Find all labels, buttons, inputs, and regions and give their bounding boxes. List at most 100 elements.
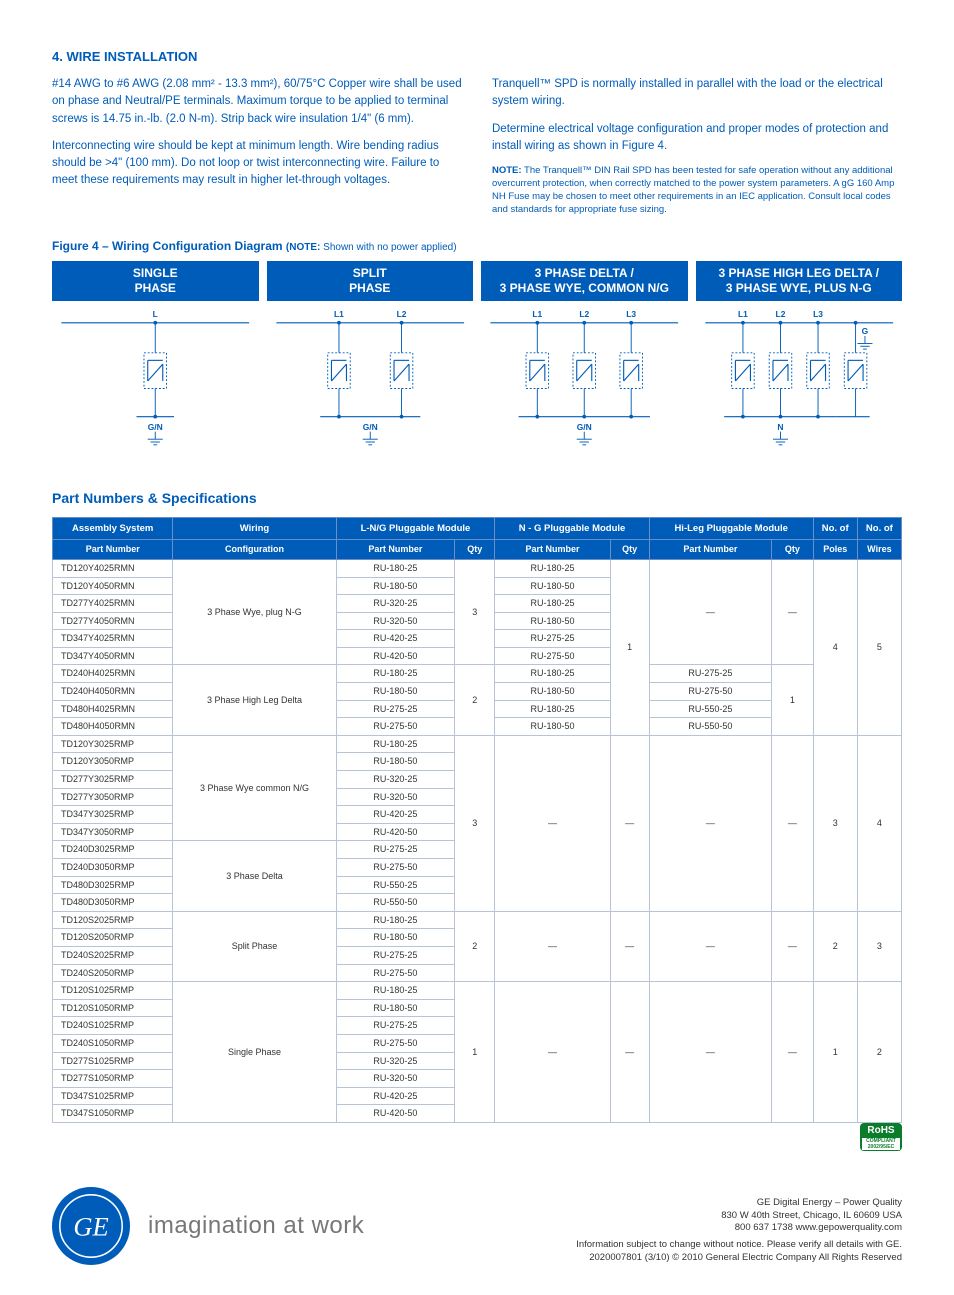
sub-hi-qty: Qty (772, 540, 814, 560)
svg-text:L2: L2 (579, 310, 589, 320)
lng-pn: RU-275-50 (336, 1034, 455, 1052)
asm-pn: TD277Y3025RMP (53, 771, 173, 789)
lng-pn: RU-275-25 (336, 946, 455, 964)
ng-pn: RU-275-50 (495, 647, 610, 665)
hi-pn: — (649, 559, 771, 665)
asm-pn: TD277S1025RMP (53, 1052, 173, 1070)
diagram: SPLITPHASEL1 L2 G/N (267, 261, 474, 461)
wiring-diagrams: SINGLEPHASEL G/N SPLITPHASEL1 L2 G/N 3 P… (52, 261, 902, 461)
figure-note-label: (NOTE: (286, 242, 320, 253)
diagram-title: SINGLEPHASE (52, 261, 259, 301)
hi-pn: RU-550-50 (649, 718, 771, 736)
asm-pn: TD240S2025RMP (53, 946, 173, 964)
diagram: SINGLEPHASEL G/N (52, 261, 259, 461)
sub-config: Configuration (173, 540, 336, 560)
ng-qty: 1 (610, 559, 649, 735)
sub-hi-pn: Part Number (649, 540, 771, 560)
wires: 2 (857, 982, 901, 1123)
lng-pn: RU-420-25 (336, 630, 455, 648)
lng-pn: RU-420-50 (336, 647, 455, 665)
lng-qty: 1 (455, 982, 495, 1123)
asm-pn: TD277S1050RMP (53, 1070, 173, 1088)
asm-pn: TD120Y3050RMP (53, 753, 173, 771)
figure-caption-main: Figure 4 – Wiring Configuration Diagram (52, 239, 283, 253)
table-row: TD240H4025RMN3 Phase High Leg DeltaRU-18… (53, 665, 902, 683)
para-left-2: Interconnecting wire should be kept at m… (52, 138, 462, 190)
ng-pn: RU-180-50 (495, 577, 610, 595)
lng-pn: RU-320-25 (336, 1052, 455, 1070)
table-row: TD120Y4025RMN3 Phase Wye, plug N-GRU-180… (53, 559, 902, 577)
diagram: 3 PHASE DELTA /3 PHASE WYE, COMMON N/GL1… (481, 261, 688, 461)
ng-pn: — (495, 911, 610, 981)
sub-asm-pn: Part Number (53, 540, 173, 560)
asm-pn: TD277Y3050RMP (53, 788, 173, 806)
lng-pn: RU-420-50 (336, 823, 455, 841)
rohs-text: RoHS (867, 1124, 894, 1138)
footer-company: GE Digital Energy – Power Quality (576, 1197, 902, 1210)
rohs-sub: COMPLIANT 2002/95/EC (862, 1138, 900, 1150)
lng-pn: RU-275-50 (336, 859, 455, 877)
hi-pn: RU-275-50 (649, 683, 771, 701)
figure-note: Shown with no power applied) (320, 242, 456, 253)
lng-pn: RU-180-25 (336, 735, 455, 753)
svg-text:L1: L1 (532, 310, 542, 320)
para-left-1: #14 AWG to #6 AWG (2.08 mm² - 13.3 mm²),… (52, 76, 462, 128)
ng-pn: RU-180-25 (495, 595, 610, 613)
lng-qty: 2 (455, 665, 495, 735)
hi-pn: RU-550-25 (649, 700, 771, 718)
lng-pn: RU-275-50 (336, 964, 455, 982)
sub-wires: Wires (857, 540, 901, 560)
svg-text:N: N (777, 422, 783, 432)
diagram-title: 3 PHASE HIGH LEG DELTA /3 PHASE WYE, PLU… (696, 261, 903, 301)
hdr-hi: Hi-Leg Pluggable Module (649, 518, 813, 540)
hi-pn: — (649, 982, 771, 1123)
lng-pn: RU-320-50 (336, 612, 455, 630)
asm-pn: TD120S1025RMP (53, 982, 173, 1000)
lng-pn: RU-275-50 (336, 718, 455, 736)
hdr-poles: No. of (813, 518, 857, 540)
hdr-ng: N - G Pluggable Module (495, 518, 649, 540)
footer: GE imagination at work GE Digital Energy… (52, 1187, 902, 1265)
hdr-lng: L-N/G Pluggable Module (336, 518, 495, 540)
svg-text:L1: L1 (334, 310, 344, 320)
wiring-config: 3 Phase Wye, plug N-G (173, 559, 336, 665)
lng-pn: RU-320-25 (336, 771, 455, 789)
svg-text:L1: L1 (738, 310, 748, 320)
note-body: The Tranquell™ DIN Rail SPD has been tes… (492, 165, 894, 214)
lng-pn: RU-550-25 (336, 876, 455, 894)
lng-pn: RU-275-25 (336, 841, 455, 859)
asm-pn: TD120S2050RMP (53, 929, 173, 947)
svg-text:L2: L2 (396, 310, 406, 320)
footer-addr: 830 W 40th Street, Chicago, IL 60609 USA (576, 1210, 902, 1223)
ng-qty: — (610, 982, 649, 1123)
lng-pn: RU-320-25 (336, 595, 455, 613)
asm-pn: TD277Y4025RMN (53, 595, 173, 613)
lng-pn: RU-320-50 (336, 788, 455, 806)
wiring-config: Single Phase (173, 982, 336, 1123)
note-label: NOTE: (492, 165, 522, 176)
hi-pn: RU-275-25 (649, 665, 771, 683)
poles: 1 (813, 982, 857, 1123)
footer-doc: 2020007801 (3/10) © 2010 General Electri… (576, 1252, 902, 1265)
lng-pn: RU-275-25 (336, 700, 455, 718)
asm-pn: TD120Y3025RMP (53, 735, 173, 753)
diagram-body: L1 L2 G/N (267, 301, 474, 461)
asm-pn: TD480H4050RMN (53, 718, 173, 736)
figure-caption: Figure 4 – Wiring Configuration Diagram … (52, 238, 902, 255)
poles: 2 (813, 911, 857, 981)
lng-pn: RU-180-50 (336, 753, 455, 771)
ng-qty: — (610, 911, 649, 981)
lng-pn: RU-180-25 (336, 982, 455, 1000)
lng-pn: RU-420-25 (336, 1087, 455, 1105)
asm-pn: TD240S2050RMP (53, 964, 173, 982)
table-row: TD120S2025RMPSplit PhaseRU-180-252————23 (53, 911, 902, 929)
lng-pn: RU-180-25 (336, 559, 455, 577)
ng-pn: RU-180-25 (495, 559, 610, 577)
diagram-body: L G/N (52, 301, 259, 461)
asm-pn: TD480D3050RMP (53, 894, 173, 912)
diagram-body: L1 L2 L3 G/N (481, 301, 688, 461)
table-row: TD120S1025RMPSingle PhaseRU-180-251————1… (53, 982, 902, 1000)
diagram-title: SPLITPHASE (267, 261, 474, 301)
svg-text:G/N: G/N (148, 422, 163, 432)
asm-pn: TD240H4025RMN (53, 665, 173, 683)
